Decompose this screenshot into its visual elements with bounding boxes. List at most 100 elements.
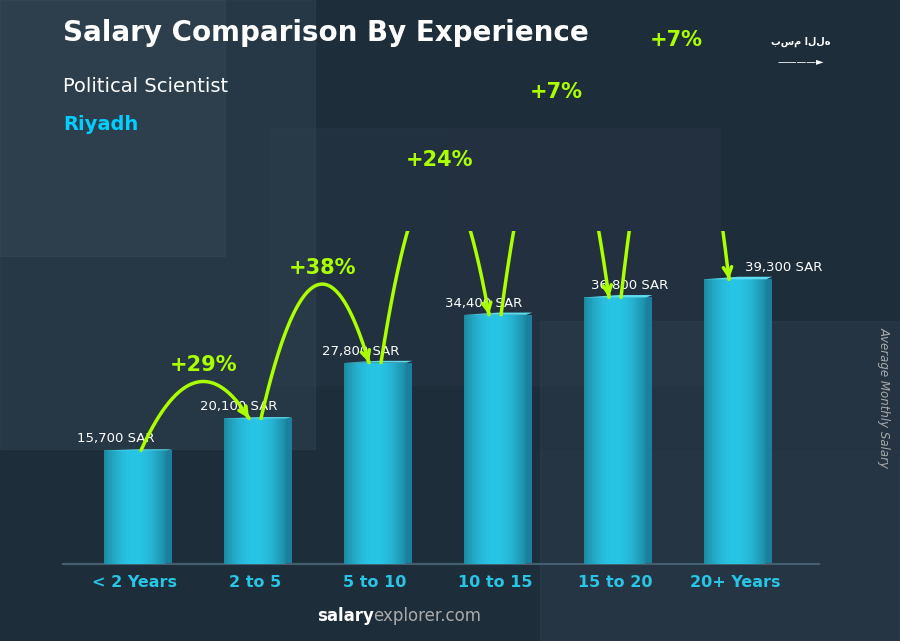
Bar <box>239 419 241 564</box>
Bar <box>137 451 138 564</box>
Bar <box>143 451 144 564</box>
Text: +24%: +24% <box>405 151 472 171</box>
Bar <box>727 279 729 564</box>
Bar <box>525 315 526 564</box>
Bar <box>149 451 150 564</box>
Bar <box>632 297 634 564</box>
Bar <box>270 128 720 385</box>
Bar <box>256 419 258 564</box>
Bar <box>719 279 721 564</box>
Bar <box>487 315 489 564</box>
Bar <box>598 297 599 564</box>
Bar <box>380 363 382 564</box>
Bar <box>144 451 146 564</box>
Bar <box>723 279 724 564</box>
Bar <box>514 315 516 564</box>
Text: salary: salary <box>317 607 373 625</box>
Bar <box>154 451 156 564</box>
Text: 15,700 SAR: 15,700 SAR <box>77 432 155 445</box>
Bar <box>627 297 629 564</box>
Bar <box>725 279 727 564</box>
Bar <box>135 451 137 564</box>
Bar <box>244 419 246 564</box>
Bar <box>526 315 533 564</box>
Bar <box>105 451 107 564</box>
Polygon shape <box>704 277 772 279</box>
Bar <box>629 297 631 564</box>
Bar <box>361 363 363 564</box>
Text: ————►: ————► <box>778 56 824 66</box>
Bar <box>484 315 486 564</box>
Bar <box>509 315 510 564</box>
Bar <box>372 363 374 564</box>
Bar <box>355 363 356 564</box>
Bar <box>715 279 716 564</box>
Bar <box>753 279 755 564</box>
Bar <box>640 297 642 564</box>
Bar <box>498 315 500 564</box>
Bar <box>476 315 478 564</box>
Bar <box>393 363 395 564</box>
Bar <box>597 297 598 564</box>
Bar <box>254 419 255 564</box>
Bar <box>621 297 623 564</box>
Bar <box>510 315 512 564</box>
Bar <box>121 451 122 564</box>
Bar <box>626 297 627 564</box>
Bar <box>724 279 725 564</box>
Bar <box>282 419 284 564</box>
Bar <box>272 419 274 564</box>
Bar <box>646 297 652 564</box>
Bar <box>612 297 614 564</box>
Bar <box>516 315 517 564</box>
Bar <box>501 315 503 564</box>
Bar <box>610 297 612 564</box>
Bar <box>474 315 476 564</box>
Bar <box>352 363 353 564</box>
Bar <box>759 279 760 564</box>
Text: +38%: +38% <box>289 258 356 278</box>
Bar <box>450 128 900 449</box>
Bar <box>706 279 708 564</box>
Bar <box>156 451 157 564</box>
Bar <box>129 451 130 564</box>
Bar <box>746 279 748 564</box>
Bar <box>721 279 723 564</box>
Text: +7%: +7% <box>530 82 583 103</box>
Bar <box>235 419 237 564</box>
Bar <box>623 297 625 564</box>
Bar <box>497 315 498 564</box>
Bar <box>748 279 749 564</box>
Bar <box>148 451 149 564</box>
Text: 39,300 SAR: 39,300 SAR <box>744 262 822 274</box>
Bar <box>601 297 602 564</box>
Bar <box>118 451 120 564</box>
Bar <box>763 279 765 564</box>
Text: بسم الله: بسم الله <box>771 37 831 47</box>
Bar <box>718 279 719 564</box>
Bar <box>736 279 738 564</box>
Bar <box>512 315 514 564</box>
Bar <box>388 363 389 564</box>
Bar <box>406 363 412 564</box>
Bar <box>599 297 601 564</box>
Bar <box>766 279 772 564</box>
Bar <box>161 451 163 564</box>
Bar <box>495 315 497 564</box>
Bar <box>229 419 230 564</box>
Bar <box>141 451 143 564</box>
Bar <box>742 279 744 564</box>
Bar <box>470 315 472 564</box>
Bar <box>233 419 235 564</box>
Bar <box>237 419 238 564</box>
Bar <box>369 363 370 564</box>
Bar <box>503 315 504 564</box>
Bar <box>397 363 399 564</box>
Bar <box>160 451 161 564</box>
Bar <box>752 279 753 564</box>
Bar <box>109 451 110 564</box>
Bar <box>241 419 242 564</box>
Bar <box>267 419 269 564</box>
Bar <box>0 0 315 449</box>
Bar <box>614 297 615 564</box>
